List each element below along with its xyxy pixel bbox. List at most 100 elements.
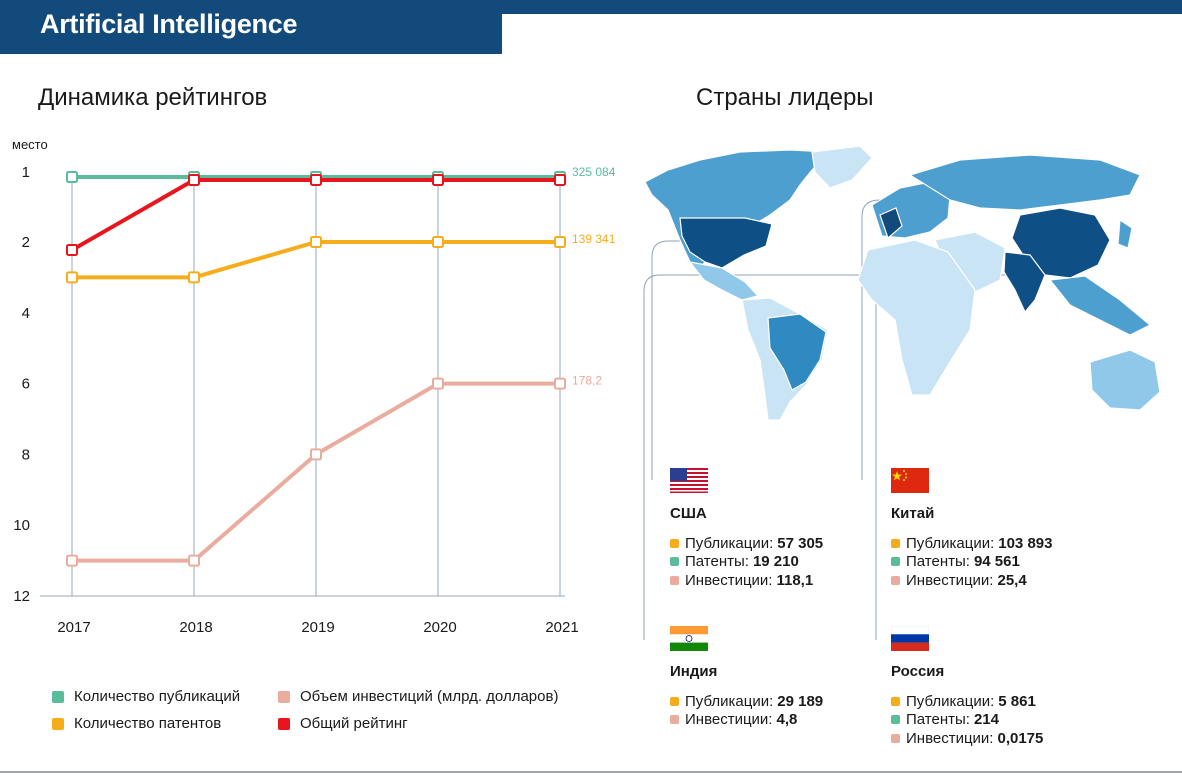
- legend-swatch-patents: [52, 717, 64, 730]
- data-point-overall: [432, 174, 444, 186]
- country-card-china: Китай Публикации: 103 893 Патенты: 94 561 …: [891, 468, 1052, 590]
- southeast-asia-shape: [1048, 275, 1152, 336]
- stat-investments: Инвестиции: 118,1: [670, 571, 823, 590]
- y-tick-label: 2: [22, 234, 30, 251]
- data-point-patents: [188, 271, 200, 284]
- flag-india-icon: [670, 626, 708, 651]
- map-heading: Страны лидеры: [696, 84, 874, 111]
- y-tick-label: 1: [22, 164, 30, 181]
- legend-label-overall: Общий рейтинг: [300, 715, 408, 732]
- dot-publications: [891, 538, 900, 548]
- country-name: США: [670, 505, 707, 522]
- dot-investments: [891, 733, 900, 743]
- legend-label-investments: Объем инвестиций (млрд. долларов): [300, 688, 559, 705]
- data-point-overall: [554, 174, 566, 186]
- legend-item-investments: Объем инвестиций (млрд. долларов): [278, 688, 558, 705]
- data-point-patents: [432, 236, 444, 248]
- x-tick-label: 2019: [301, 619, 334, 636]
- callout-line-usa: [651, 240, 700, 480]
- end-label-patents: 139 341: [572, 232, 616, 246]
- data-point-investments: [66, 554, 78, 567]
- data-point-investments: [188, 554, 200, 567]
- stat-publications: Публикации: 5 861: [891, 692, 1043, 711]
- callout-line-india: [643, 274, 1008, 640]
- usa-shape: [679, 217, 773, 269]
- dot-publications: [891, 696, 900, 706]
- page-title: Artificial Intelligence: [40, 9, 298, 39]
- stat-patents: Патенты: 94 561: [891, 553, 1052, 572]
- data-point-investments: [310, 448, 322, 461]
- x-tick-label: 2017: [57, 619, 90, 636]
- legend-swatch-investments: [278, 690, 290, 703]
- stat-publications: Публикации: 103 893: [891, 534, 1052, 553]
- india-shape: [1003, 251, 1046, 314]
- dot-investments: [670, 715, 679, 725]
- legend-label-patents: Количество патентов: [74, 715, 222, 732]
- country-card-russia: Россия Публикации: 5 861 Патенты: 214 Инве…: [891, 626, 1043, 748]
- flag-russia-icon: [891, 626, 929, 651]
- data-point-patents: [66, 271, 78, 284]
- stat-publications: Публикации: 57 305: [670, 534, 823, 553]
- chart-heading: Динамика рейтингов: [38, 84, 268, 111]
- legend-swatch-publications: [52, 690, 64, 703]
- japan-shape: [1117, 218, 1133, 249]
- data-point-overall: [310, 174, 322, 186]
- dot-investments: [670, 575, 679, 585]
- flag-usa-icon: [670, 468, 708, 493]
- x-tick-label: 2021: [545, 619, 578, 636]
- greenland-shape: [811, 145, 873, 189]
- data-point-overall: [188, 174, 200, 186]
- y-tick-label: 4: [22, 305, 30, 322]
- australia-shape: [1089, 349, 1161, 411]
- legend-item-publications: Количество публикаций: [52, 688, 240, 705]
- stat-patents: Патенты: 214: [891, 711, 1043, 730]
- stat-publications: Публикации: 29 189: [670, 692, 823, 711]
- brazil-shape: [767, 313, 827, 391]
- flag-china-icon: [891, 468, 929, 493]
- dot-investments: [891, 575, 900, 585]
- data-point-publications: [66, 171, 78, 183]
- country-name: Индия: [670, 663, 718, 680]
- data-point-patents: [310, 236, 322, 248]
- data-point-investments: [432, 377, 444, 390]
- country-name: Россия: [891, 663, 945, 680]
- legend-item-patents: Количество патентов: [52, 715, 221, 732]
- end-label-publications: 325 084: [572, 165, 616, 179]
- legend-label-publications: Количество публикаций: [74, 688, 241, 705]
- stat-investments: Инвестиции: 0,0175: [891, 729, 1043, 748]
- legend-swatch-overall: [278, 717, 290, 730]
- dot-patents: [670, 557, 679, 567]
- continents: [644, 145, 1161, 421]
- dot-patents: [891, 557, 900, 567]
- country-card-usa: США Публикации: 57 305 Патенты: 19 210 Инв…: [670, 468, 823, 590]
- y-tick-label: 10: [13, 517, 30, 534]
- stat-patents: Патенты: 19 210: [670, 553, 823, 572]
- y-tick-label: 12: [13, 588, 30, 605]
- x-tick-label: 2018: [179, 619, 212, 636]
- legend-item-overall: Общий рейтинг: [278, 715, 408, 732]
- y-axis-label: место: [12, 137, 48, 152]
- data-point-investments: [554, 377, 566, 390]
- y-tick-label: 8: [22, 446, 30, 463]
- end-label-investments: 178,2: [572, 374, 602, 388]
- china-shape: [1011, 207, 1111, 279]
- x-tick-label: 2020: [423, 619, 456, 636]
- data-point-overall: [66, 244, 78, 256]
- title-banner: Artificial Intelligence: [0, 0, 502, 54]
- data-point-patents: [554, 236, 566, 248]
- russia-shape: [908, 154, 1141, 211]
- europe-west-shape: [879, 207, 903, 240]
- bottom-divider: [0, 771, 1182, 773]
- country-card-india: Индия Публикации: 29 189 Инвестиции: 4,8: [670, 626, 823, 729]
- country-name: Китай: [891, 505, 935, 522]
- dot-publications: [670, 538, 679, 548]
- africa-shape: [857, 239, 976, 396]
- dot-publications: [670, 696, 679, 706]
- stat-investments: Инвестиции: 25,4: [891, 571, 1052, 590]
- mexico-shape: [688, 261, 760, 301]
- dot-patents: [891, 715, 900, 725]
- stat-investments: Инвестиции: 4,8: [670, 711, 823, 730]
- y-tick-label: 6: [22, 376, 30, 393]
